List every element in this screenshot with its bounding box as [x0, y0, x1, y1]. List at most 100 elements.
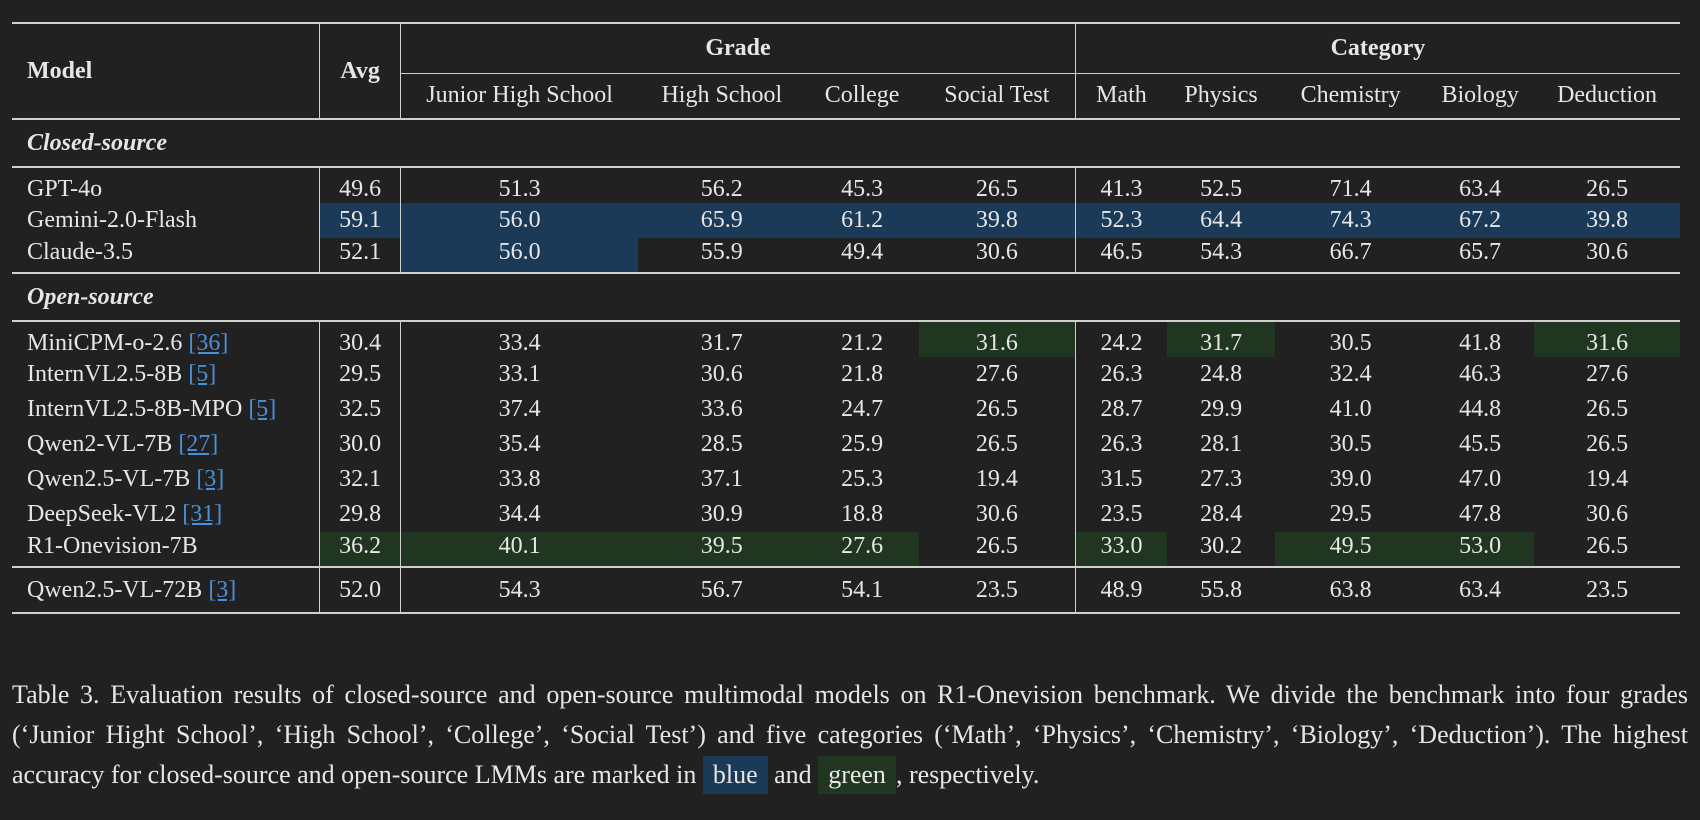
score-value: 33.0	[1074, 532, 1168, 568]
score-value: 19.4	[1586, 466, 1629, 492]
section-title: Open-source	[12, 273, 1680, 322]
score-value: 53.0	[1426, 532, 1535, 568]
citation-link[interactable]: [3]	[208, 576, 237, 603]
score-value: 71.4	[1329, 176, 1372, 202]
score-value: 56.0	[400, 238, 639, 274]
column-header-junior-high-school: Junior High School	[400, 73, 639, 120]
score-value: 28.7	[1074, 392, 1168, 427]
score-value: 21.8	[841, 361, 884, 387]
section-title: Closed-source	[12, 119, 1680, 168]
citation-link[interactable]: [31]	[182, 501, 223, 527]
model-header: Model	[12, 22, 320, 120]
avg-value: 30.4	[319, 321, 401, 357]
score-value: 26.5	[975, 431, 1018, 457]
score-value: 26.3	[1074, 357, 1168, 392]
score-value: 49.5	[1275, 532, 1427, 568]
score-value: 30.6	[918, 238, 1076, 274]
score-value: 45.3	[841, 176, 884, 202]
score-value: 30.5	[1329, 431, 1372, 457]
caption-blue-swatch: blue	[702, 756, 768, 794]
score-value: 24.8	[1200, 361, 1243, 387]
model-name: Gemini-2.0-Flash	[27, 207, 197, 233]
score-value: 49.4	[805, 238, 919, 274]
score-value: 54.1	[805, 567, 919, 614]
header-row-columns: Junior High School High School College Soci…	[12, 73, 1680, 120]
table-row: Gemini-2.0-Flash 59.1 56.0 65.9 61.2 39.8 52.3…	[12, 203, 1680, 238]
caption-end: , respectively.	[895, 760, 1040, 789]
score-value: 26.5	[1586, 431, 1629, 457]
caption-green-swatch: green	[818, 756, 896, 794]
score-value: 30.2	[1167, 532, 1276, 568]
score-value: 30.6	[1586, 501, 1629, 527]
avg-value: 49.6	[319, 167, 401, 203]
score-value: 31.7	[1167, 321, 1276, 357]
model-name-cell: MiniCPM-o-2.6 [36]	[12, 321, 320, 357]
citation-link[interactable]: [27]	[178, 431, 219, 457]
score-value: 47.0	[1459, 466, 1502, 492]
score-value: 18.8	[841, 501, 884, 527]
score-value: 27.6	[1586, 361, 1629, 387]
score-value: 26.5	[1586, 176, 1629, 202]
model-name: R1-Onevision-7B	[27, 532, 198, 559]
column-header-high-school: High School	[638, 73, 806, 120]
score-value: 64.4	[1167, 203, 1276, 238]
score-value: 56.7	[638, 567, 806, 614]
model-name-cell: R1-Onevision-7B	[12, 532, 320, 568]
score-value: 39.8	[918, 203, 1076, 238]
score-value: 25.3	[841, 466, 884, 492]
score-value: 67.2	[1426, 203, 1535, 238]
citation-link[interactable]: [3]	[196, 466, 225, 492]
score-value: 56.0	[400, 203, 639, 238]
results-table-container: Model Avg Grade Category Junior High Sch…	[12, 22, 1680, 614]
model-name: InternVL2.5-8B-MPO	[27, 396, 243, 422]
table-row: InternVL2.5-8B-MPO [5] 32.5 37.4 33.6 24.7 26…	[12, 392, 1680, 427]
column-header-social-test: Social Test	[918, 73, 1076, 120]
score-value: 51.3	[400, 167, 639, 203]
score-value: 61.2	[805, 203, 919, 238]
model-name: DeepSeek-VL2	[27, 501, 177, 527]
score-value: 39.0	[1329, 466, 1372, 492]
model-name: Claude-3.5	[27, 238, 133, 265]
score-value: 63.4	[1459, 176, 1502, 202]
score-value: 31.6	[918, 321, 1076, 357]
score-value: 37.4	[400, 392, 639, 427]
citation-link[interactable]: [5]	[188, 361, 217, 387]
score-value: 56.2	[700, 176, 743, 202]
score-value: 45.5	[1459, 431, 1502, 457]
avg-value: 52.1	[319, 238, 401, 274]
score-value: 30.5	[1329, 330, 1372, 356]
caption-text: Table 3. Evaluation results of closed-so…	[12, 680, 1688, 789]
citation-link[interactable]: [5]	[248, 396, 277, 422]
avg-value: 32.1	[319, 462, 401, 497]
score-value: 24.2	[1074, 321, 1168, 357]
table-row: GPT-4o 49.6 51.3 56.2 45.3 26.5 41.3 52.5 71.4 63…	[12, 167, 1680, 203]
model-name-cell: Qwen2.5-VL-72B [3]	[12, 567, 320, 614]
section-row-closed: Closed-source	[12, 119, 1680, 168]
table-row: R1-Onevision-7B 36.2 40.1 39.5 27.6 26.5 33.0 3…	[12, 532, 1680, 568]
table-caption: Table 3. Evaluation results of closed-so…	[12, 675, 1688, 795]
score-value: 26.5	[975, 396, 1018, 422]
score-value: 37.1	[700, 466, 743, 492]
avg-value: 32.5	[319, 392, 401, 427]
score-value: 47.8	[1459, 501, 1502, 527]
score-value: 24.7	[841, 396, 884, 422]
score-value: 29.5	[1329, 501, 1372, 527]
score-value: 27.6	[805, 532, 919, 568]
score-value: 31.6	[1534, 321, 1680, 357]
avg-value: 52.0	[319, 567, 401, 614]
score-value: 63.8	[1275, 567, 1427, 614]
model-name: InternVL2.5-8B	[27, 361, 183, 387]
score-value: 26.5	[1534, 532, 1680, 568]
table-row: Qwen2.5-VL-7B [3] 32.1 33.8 37.1 25.3 19.4 31.…	[12, 462, 1680, 497]
score-value: 19.4	[975, 466, 1018, 492]
score-value: 65.7	[1426, 238, 1535, 274]
score-value: 28.4	[1200, 501, 1243, 527]
citation-link[interactable]: [36]	[188, 330, 229, 356]
avg-value: 29.5	[319, 357, 401, 392]
model-name-cell: InternVL2.5-8B [5]	[12, 357, 320, 392]
model-name: Qwen2-VL-7B	[27, 431, 173, 457]
header-row-top: Model Avg Grade Category	[12, 22, 1680, 120]
avg-value: 29.8	[319, 497, 401, 532]
score-value: 33.6	[700, 396, 743, 422]
table-row: DeepSeek-VL2 [31] 29.8 34.4 30.9 18.8 30.6 23.…	[12, 497, 1680, 532]
